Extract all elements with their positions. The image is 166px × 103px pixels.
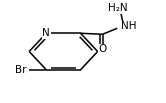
Text: O: O — [98, 44, 107, 54]
Text: H₂N: H₂N — [108, 3, 128, 13]
Text: NH: NH — [121, 21, 137, 31]
Text: Br: Br — [15, 65, 27, 75]
Text: N: N — [42, 28, 50, 38]
